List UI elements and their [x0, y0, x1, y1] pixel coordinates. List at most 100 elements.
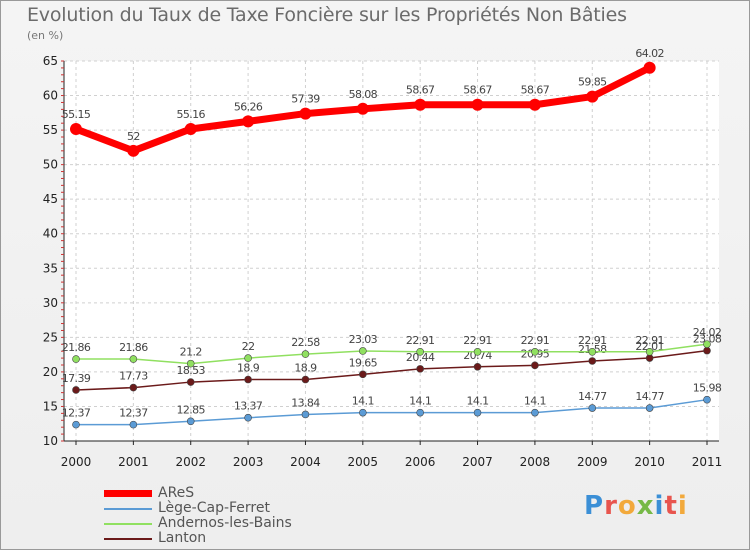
data-point — [416, 408, 424, 417]
data-label: 58.67 — [406, 84, 435, 97]
data-point — [645, 404, 654, 412]
logo-letter: i — [654, 491, 665, 521]
data-point — [588, 357, 597, 365]
data-label: 13.84 — [291, 396, 320, 409]
data-label: 22.91 — [635, 334, 664, 347]
x-tick-label: 2007 — [462, 455, 493, 469]
data-point — [531, 348, 539, 356]
x-tick-label: 2004 — [290, 455, 321, 469]
data-point — [129, 420, 138, 429]
data-label: 19.65 — [349, 356, 378, 369]
data-point — [244, 413, 252, 422]
y-tick-label: 40 — [43, 227, 58, 241]
data-point — [359, 347, 367, 355]
data-point — [471, 98, 484, 111]
data-point — [473, 408, 482, 417]
y-tick-label: 15 — [43, 399, 58, 413]
data-point — [588, 404, 597, 412]
data-point — [184, 122, 197, 135]
data-label: 18.9 — [294, 362, 317, 375]
data-label: 14.1 — [524, 395, 546, 408]
series-line-l-ge-cap-ferret — [75, 398, 708, 426]
chart-subtitle: (en %) — [27, 29, 64, 42]
data-point — [473, 362, 482, 371]
data-label: 22.91 — [463, 334, 492, 347]
legend-label: Andernos-les-Bains — [158, 515, 292, 531]
data-label: 22.91 — [578, 334, 607, 347]
data-label: 22 — [242, 340, 255, 353]
data-label: 57.39 — [291, 93, 320, 106]
y-tick-label: 50 — [43, 158, 58, 172]
y-tick-label: 25 — [43, 330, 58, 344]
data-label: 14.77 — [578, 390, 607, 403]
data-point — [416, 365, 424, 373]
y-tick-label: 10 — [43, 434, 58, 448]
data-label: 21.86 — [119, 341, 148, 354]
y-tick-label: 55 — [43, 123, 58, 137]
data-label: 18.53 — [176, 364, 205, 377]
data-point — [244, 375, 252, 384]
legend-label: Lège-Cap-Ferret — [158, 500, 270, 516]
data-label: 14.1 — [409, 395, 431, 408]
data-point — [244, 354, 252, 362]
y-tick-label: 65 — [43, 54, 58, 68]
x-tick-label: 2000 — [61, 455, 92, 469]
legend-swatch — [104, 490, 152, 497]
x-tick-label: 2009 — [577, 455, 608, 469]
data-label: 22.91 — [406, 334, 435, 347]
data-point — [186, 359, 195, 368]
data-label: 23.03 — [349, 333, 378, 346]
data-point — [531, 361, 539, 370]
chart-title: Evolution du Taux de Taxe Foncière sur l… — [27, 4, 627, 26]
data-point — [72, 386, 80, 394]
data-label: 58.08 — [349, 88, 378, 101]
y-tick-label: 35 — [43, 261, 58, 275]
data-label: 15.98 — [693, 382, 722, 395]
data-label: 18.9 — [237, 362, 260, 375]
data-point — [301, 350, 310, 358]
logo-letter: x — [636, 491, 655, 521]
data-point — [72, 420, 80, 429]
logo-letter: o — [617, 491, 637, 521]
legend-swatch — [104, 522, 152, 525]
data-point — [129, 355, 138, 363]
data-label: 14.1 — [466, 395, 488, 408]
data-point — [643, 61, 656, 74]
data-point — [129, 383, 138, 392]
data-label: 56.26 — [234, 100, 263, 113]
data-label: 55.16 — [176, 108, 205, 121]
logo-letter: P — [584, 491, 605, 521]
legend-label: Lanton — [158, 530, 207, 546]
data-point — [414, 98, 427, 111]
x-tick-label: 2011 — [692, 455, 723, 469]
legend-swatch — [104, 507, 152, 510]
data-point — [416, 348, 424, 356]
legend-item: Lège-Cap-Ferret — [104, 501, 292, 516]
data-point — [359, 408, 367, 417]
legend-label: AReS — [158, 485, 195, 501]
data-point — [186, 378, 195, 386]
series-line-lanton — [75, 349, 708, 391]
logo-letter: i — [677, 491, 688, 521]
legend-item: Lanton — [104, 531, 292, 546]
x-tick-label: 2010 — [634, 455, 665, 469]
data-point — [127, 144, 140, 157]
data-label: 17.39 — [62, 372, 91, 385]
data-label: 55.15 — [62, 108, 91, 121]
data-label: 20.44 — [406, 351, 435, 364]
data-label: 59.85 — [578, 76, 607, 89]
legend-swatch — [104, 537, 152, 540]
legend: AReS Lège-Cap-Ferret Andernos-les-Bains Lan… — [104, 486, 292, 546]
data-label: 52 — [127, 130, 140, 143]
data-label: 12.85 — [176, 403, 205, 416]
x-tick-label: 2002 — [175, 455, 206, 469]
x-tick-label: 2005 — [348, 455, 379, 469]
data-label: 64.02 — [635, 47, 664, 60]
data-label: 22.58 — [291, 336, 320, 349]
data-point — [356, 102, 369, 115]
y-tick-label: 45 — [43, 192, 58, 206]
y-tick-label: 20 — [43, 365, 58, 379]
data-point — [301, 375, 310, 384]
x-tick-label: 2006 — [405, 455, 436, 469]
